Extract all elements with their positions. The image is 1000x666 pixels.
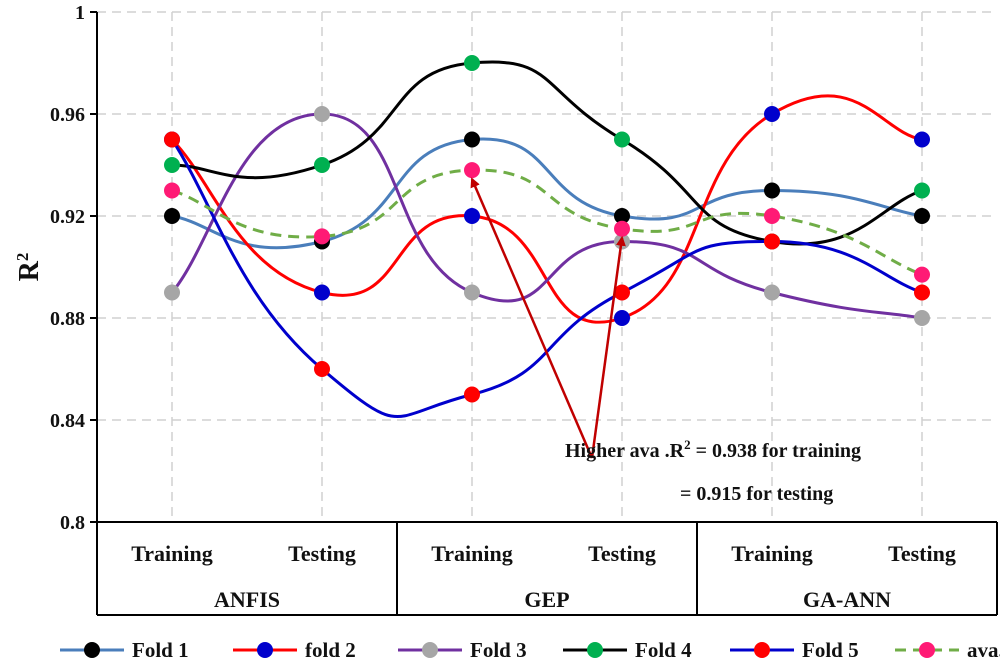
category-label: Testing [288, 541, 356, 566]
legend-label-5: Fold 5 [802, 638, 859, 661]
legend-marker-2 [257, 642, 273, 658]
series-point-6 [914, 266, 930, 283]
y-axis-title-text: R [14, 260, 45, 281]
series-point-3 [914, 310, 930, 326]
series-point-2 [464, 208, 480, 224]
series-point-6 [764, 208, 780, 224]
y-tick-label: 0.96 [50, 104, 85, 126]
legend-marker-1 [84, 642, 100, 658]
annotation-line-1-text: Higher ava .R [565, 440, 685, 462]
legend-label-2: fold 2 [305, 638, 356, 661]
series-point-5 [764, 233, 780, 250]
y-tick-label: 0.8 [60, 512, 85, 534]
series-point-1 [464, 131, 480, 148]
group-label: GA-ANN [803, 587, 891, 612]
series-point-4 [314, 157, 330, 173]
series-point-5 [164, 131, 180, 148]
series-line-5 [170, 138, 923, 419]
series-point-4 [914, 182, 930, 199]
y-axis-title-superscript: 2 [13, 253, 32, 262]
grid [97, 11, 997, 522]
series-line-2 [170, 94, 923, 324]
series-point-4 [614, 131, 630, 148]
series-point-6 [164, 182, 180, 199]
series-point-5 [914, 284, 930, 301]
group-label: ANFIS [214, 587, 280, 612]
series-point-6 [614, 220, 630, 237]
y-axis-title: R2 [13, 253, 45, 282]
series-point-5 [614, 284, 630, 301]
series-line-1 [171, 137, 923, 250]
legend: Fold 1 fold 2 Fold 3 Fold 4 Fold 5 ava. [60, 638, 1000, 662]
series-point-2 [314, 284, 330, 301]
category-label: Training [431, 541, 513, 566]
legend-label-3: Fold 3 [470, 638, 527, 661]
legend-marker-3 [422, 642, 438, 658]
legend-label-1: Fold 1 [132, 638, 189, 661]
annotation: Higher ava .R2 = 0.938 for training= 0.9… [470, 177, 861, 505]
series-point-1 [164, 208, 180, 224]
category-axis: Training Testing Training Testing Training Te… [96, 522, 998, 616]
legend-label-4: Fold 4 [635, 638, 692, 661]
series-point-3 [464, 284, 480, 301]
legend-label-6: ava. [967, 638, 1000, 661]
series-line-6 [171, 168, 923, 277]
series-markers [164, 55, 930, 403]
series-lines [170, 60, 923, 419]
category-label: Testing [588, 541, 656, 566]
annotation-line-1-rest: = 0.938 for training [691, 440, 861, 462]
legend-marker-6 [919, 642, 935, 658]
series-point-2 [764, 106, 780, 122]
series-point-4 [164, 157, 180, 173]
annotation-arrow [470, 177, 594, 459]
series-point-1 [914, 208, 930, 224]
annotation-line-1-superscript: 2 [684, 437, 691, 452]
y-tick-label: 1 [75, 2, 85, 24]
series-point-5 [464, 386, 480, 403]
y-tick-label: 0.84 [50, 410, 85, 432]
legend-marker-4 [587, 642, 603, 658]
series-point-2 [914, 131, 930, 148]
series-point-6 [314, 228, 330, 245]
series-point-5 [314, 361, 330, 377]
series-point-2 [614, 310, 630, 326]
annotation-line-2: = 0.915 for testing [680, 483, 833, 505]
series-point-6 [464, 162, 480, 179]
annotation-arrow [590, 235, 626, 459]
series-point-3 [164, 284, 180, 301]
series-point-1 [614, 208, 630, 224]
legend-marker-5 [754, 642, 770, 658]
series-point-3 [764, 284, 780, 301]
y-tick-label: 0.88 [50, 308, 85, 330]
category-label: Training [131, 541, 213, 566]
category-label: Training [731, 541, 813, 566]
category-label: Testing [888, 541, 956, 566]
series-point-4 [464, 55, 480, 71]
series-point-1 [764, 182, 780, 199]
y-tick-label: 0.92 [50, 206, 85, 228]
group-label: GEP [524, 587, 569, 612]
annotation-line-1: Higher ava .R2 = 0.938 for training [565, 437, 861, 462]
series-point-3 [314, 106, 330, 122]
